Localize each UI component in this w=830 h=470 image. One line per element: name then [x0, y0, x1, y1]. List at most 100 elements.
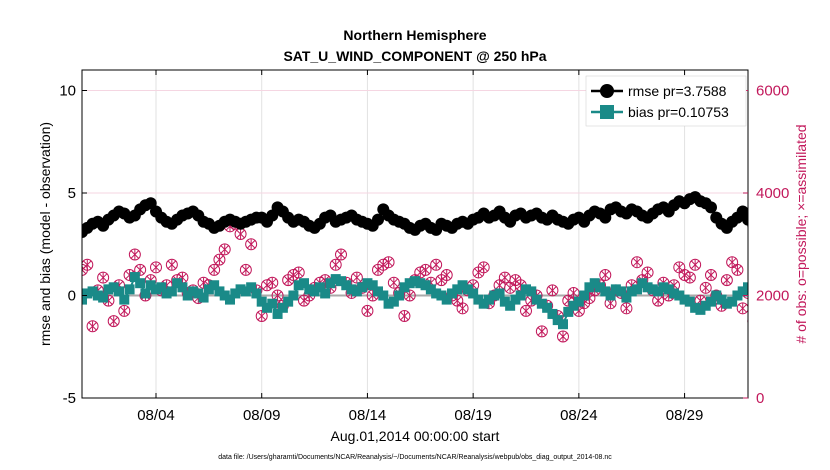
- y-tick-label: 5: [68, 185, 76, 202]
- rmse-point: [811, 228, 823, 240]
- obs-possible-marker: [403, 289, 416, 302]
- bias-point: [314, 282, 325, 293]
- y-axis-ticks-right: 0 2000 4000 6000: [743, 83, 789, 407]
- obs-count-point: [567, 286, 580, 299]
- obs-count-point: [213, 253, 226, 266]
- obs-count-point: [683, 271, 696, 284]
- bias-point: [526, 286, 537, 297]
- bias-point: [621, 292, 632, 303]
- bias-point: [399, 282, 410, 293]
- obs-count-point: [520, 304, 532, 317]
- obs-count-point: [652, 294, 665, 307]
- obs-count-point: [811, 270, 822, 281]
- bias-point: [568, 300, 579, 311]
- legend-bias-marker: [600, 105, 614, 119]
- x-tick-label: 08/24: [560, 407, 598, 424]
- bias-point: [203, 284, 214, 295]
- x-axis-label: Aug.01,2014 00:00:00 start: [331, 428, 500, 444]
- rmse-point: [768, 220, 780, 232]
- obs-count-point: [477, 261, 490, 274]
- obs-count-point: [440, 269, 453, 281]
- y-tick-label: 0: [68, 288, 76, 305]
- obs-assimilated-marker: [813, 271, 821, 279]
- obs-possible-marker: [82, 258, 94, 271]
- bias-point: [700, 300, 711, 311]
- bias-point: [690, 302, 701, 313]
- bias-point: [404, 278, 415, 289]
- bias-point: [156, 282, 167, 293]
- bias-point: [743, 282, 748, 293]
- obs-count-point: [107, 315, 120, 328]
- bias-point: [499, 296, 510, 307]
- bias-point: [388, 296, 399, 307]
- bias-point: [114, 286, 124, 297]
- bias-point: [478, 298, 489, 309]
- bias-point: [420, 280, 431, 291]
- obs-assimilated-marker: [818, 281, 826, 289]
- bias-point: [647, 284, 658, 295]
- bias-point: [119, 294, 130, 305]
- bias-point: [605, 290, 616, 301]
- bias-point: [721, 298, 732, 309]
- bias-point: [441, 294, 452, 305]
- bias-point: [505, 300, 516, 311]
- bias-point: [373, 286, 383, 297]
- obs-possible-marker: [440, 269, 453, 281]
- bias-point: [684, 296, 695, 307]
- obs-count-point: [731, 263, 744, 276]
- bias-point: [547, 308, 558, 319]
- bias-point: [346, 284, 357, 295]
- obs-count-point: [747, 318, 748, 324]
- obs-count-point: [239, 263, 252, 276]
- obs-possible-marker: [477, 261, 490, 274]
- obs-count-point: [329, 258, 342, 271]
- obs-assimilated-marker: [818, 281, 826, 289]
- obs-count-point: [335, 248, 347, 261]
- bias-point: [166, 286, 177, 297]
- bias-point: [198, 292, 209, 303]
- obs-possible-marker: [271, 289, 284, 302]
- bias-point: [267, 298, 278, 309]
- obs-possible-marker: [107, 315, 120, 328]
- bias-point: [658, 282, 669, 293]
- obs-count-point: [822, 290, 830, 301]
- bias-point: [299, 278, 309, 289]
- bias-point: [600, 286, 611, 297]
- bias-point: [293, 280, 304, 291]
- obs-possible-marker: [731, 263, 744, 276]
- obs-assimilated-marker: [823, 292, 830, 300]
- obs-possible-marker: [387, 276, 400, 289]
- obs-possible-marker: [329, 258, 342, 271]
- obs-count-point: [419, 263, 432, 276]
- obs-possible-marker: [535, 325, 548, 338]
- obs-count-point: [546, 284, 559, 297]
- obs-possible-marker: [720, 274, 733, 287]
- rmse-point: [372, 213, 384, 226]
- bias-point: [679, 294, 690, 305]
- obs-possible-marker: [822, 290, 830, 301]
- obs-possible-marker: [753, 305, 764, 316]
- bias-point: [425, 284, 436, 295]
- bias-point: [410, 276, 420, 287]
- obs-possible-marker: [266, 276, 279, 289]
- bias-point: [510, 294, 521, 305]
- obs-count-point: [557, 330, 569, 343]
- obs-possible-marker: [382, 256, 395, 269]
- bias-point: [579, 290, 590, 301]
- bias-point: [235, 284, 246, 295]
- bias-point: [563, 306, 574, 317]
- rmse-point: [763, 216, 775, 228]
- obs-possible-marker: [150, 261, 162, 274]
- bias-point: [277, 302, 288, 313]
- bias-point: [188, 286, 198, 297]
- obs-count-point: [705, 269, 717, 281]
- obs-count-point: [208, 263, 221, 276]
- y-right-tick-label: 4000: [756, 185, 789, 202]
- rmse-point: [821, 220, 830, 232]
- legend-rmse-marker: [600, 84, 614, 98]
- bias-point: [87, 286, 98, 297]
- y-axis-label-right: # of obs: o=possible; ×=assimilated: [793, 124, 809, 343]
- obs-assimilated-marker: [82, 269, 87, 275]
- obs-count-point: [641, 266, 654, 279]
- obs-possible-marker: [546, 284, 559, 297]
